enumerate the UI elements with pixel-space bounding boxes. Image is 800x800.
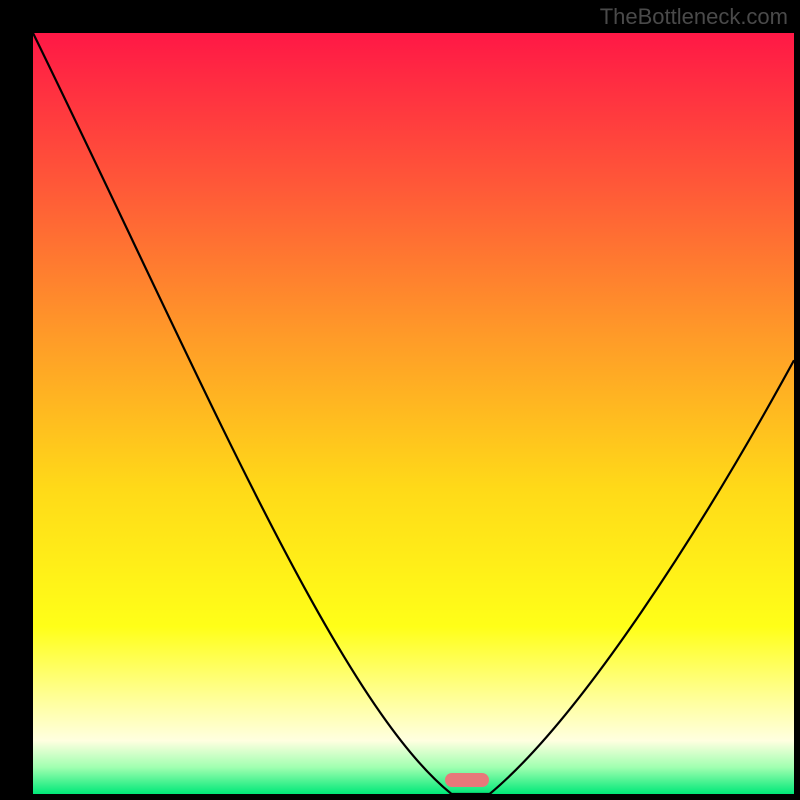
chart-frame: TheBottleneck.com — [0, 0, 800, 800]
optimum-marker — [445, 773, 489, 787]
watermark-text: TheBottleneck.com — [600, 4, 788, 30]
plot-area — [33, 33, 794, 794]
curve-path — [33, 33, 794, 794]
bottleneck-curve — [33, 33, 794, 794]
